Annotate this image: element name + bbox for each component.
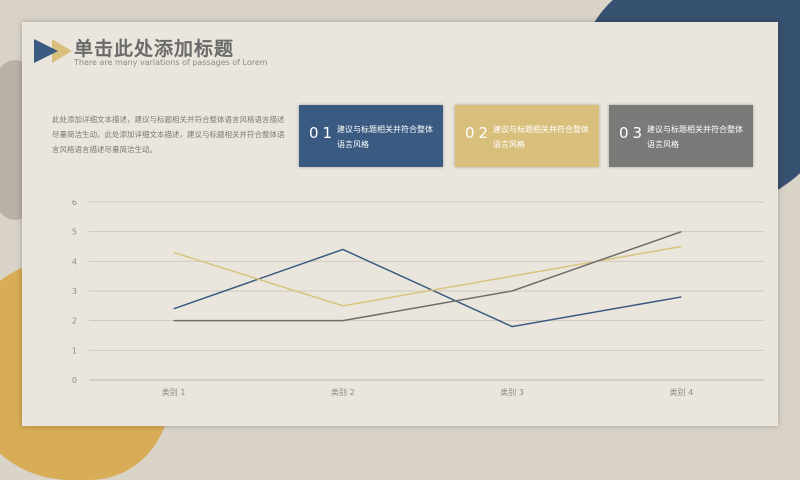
info-box-1[interactable]: 01 建议与标题相关并符合整体语言风格 [299, 105, 443, 167]
y-tick-label: 6 [72, 200, 77, 207]
slide-card: 单击此处添加标题 There are many variations of pa… [22, 22, 778, 426]
x-tick-label: 类别 2 [331, 387, 355, 397]
x-tick-label: 类别 4 [670, 387, 694, 397]
y-tick-label: 3 [72, 287, 77, 296]
x-tick-label: 类别 1 [162, 387, 186, 397]
y-tick-label: 1 [72, 346, 77, 355]
info-box-2[interactable]: 02 建议与标题相关并符合整体语言风格 [455, 105, 599, 167]
slide-subtitle[interactable]: There are many variations of passages of… [74, 58, 268, 67]
info-box-text: 建议与标题相关并符合整体语言风格 [493, 125, 589, 149]
y-tick-label: 2 [72, 317, 77, 326]
line-chart: 0 1 2 3 4 5 6 类别 1 类别 2 类别 3 类别 4 [72, 200, 764, 397]
y-tick-label: 4 [72, 257, 77, 266]
info-box-number: 03 [619, 124, 647, 142]
series-line-2 [173, 245, 682, 307]
description-paragraph[interactable]: 此处添加详细文本描述，建议与标题相关并符合整体语言风格语言描述尽量简洁生动。此处… [52, 115, 285, 154]
x-tick-label: 类别 3 [500, 387, 524, 397]
series-line-3 [173, 230, 682, 322]
y-tick-label: 0 [72, 376, 77, 385]
info-box-text: 建议与标题相关并符合整体语言风格 [337, 125, 433, 149]
info-box-text: 建议与标题相关并符合整体语言风格 [647, 125, 743, 149]
info-box-3[interactable]: 03 建议与标题相关并符合整体语言风格 [609, 105, 753, 167]
info-box-number: 02 [465, 124, 493, 142]
slide-title[interactable]: 单击此处添加标题 [74, 38, 235, 60]
info-box-number: 01 [309, 124, 337, 142]
title-triangle-icon [34, 39, 72, 63]
y-tick-label: 5 [72, 228, 77, 237]
